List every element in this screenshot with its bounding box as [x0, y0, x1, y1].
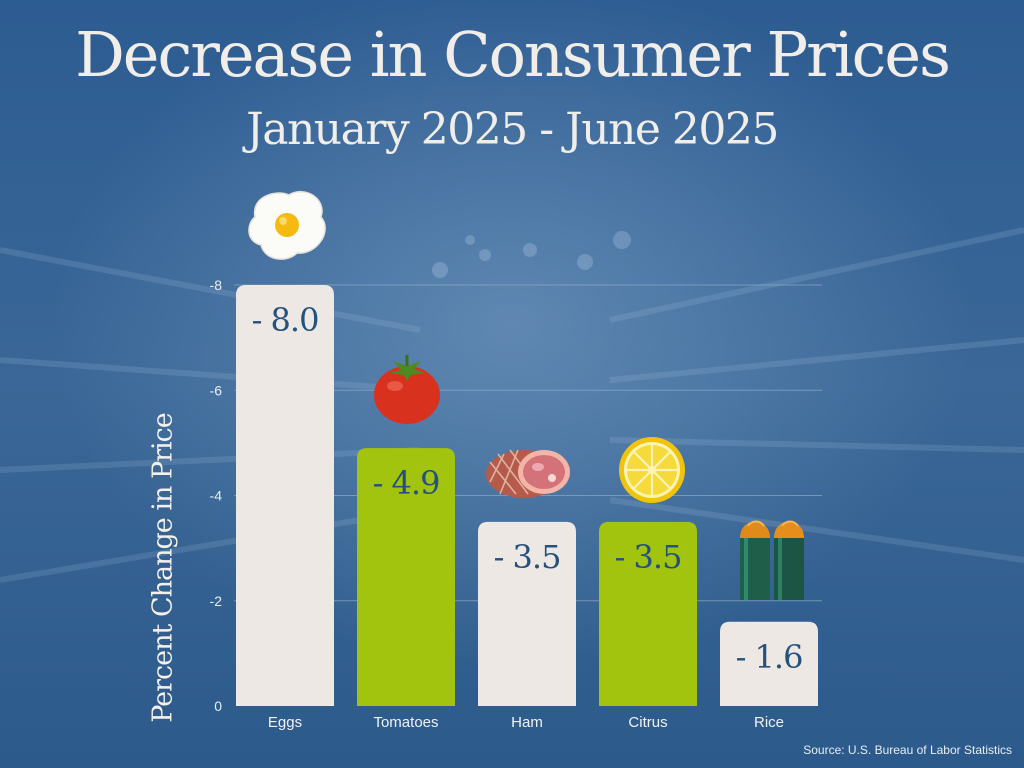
source-note: Source: U.S. Bureau of Labor Statistics: [803, 743, 1012, 757]
chart-subtitle: January 2025 - June 2025: [246, 104, 779, 155]
category-label: Eggs: [268, 714, 302, 731]
value-label: - 8.0: [252, 301, 319, 339]
value-label: - 3.5: [494, 538, 561, 576]
value-label: - 1.6: [736, 638, 803, 676]
y-tick-label: 0: [214, 698, 222, 714]
bar-rice: [720, 621, 818, 706]
value-label: - 4.9: [373, 464, 440, 502]
lemon-slice-icon: [619, 437, 685, 503]
y-tick-label: -2: [210, 593, 223, 609]
bar-eggs: [236, 285, 334, 706]
y-tick-label: -4: [210, 488, 223, 504]
y-tick-label: -6: [210, 382, 223, 398]
chart-title: Decrease in Consumer Prices: [75, 18, 951, 91]
category-label: Rice: [754, 714, 784, 731]
fried-egg-icon: [248, 190, 326, 260]
value-label: - 3.5: [615, 538, 682, 576]
tomato-icon: [374, 355, 440, 424]
y-tick-label: -8: [210, 277, 223, 293]
ham-icon: [486, 449, 570, 498]
category-label: Tomatoes: [373, 714, 438, 731]
rice-bags-icon: [740, 520, 804, 600]
category-label: Ham: [511, 714, 543, 731]
bar-citrus: [599, 521, 697, 706]
category-label: Citrus: [628, 714, 667, 731]
bar-ham: [478, 521, 576, 706]
bar-tomatoes: [357, 448, 455, 706]
